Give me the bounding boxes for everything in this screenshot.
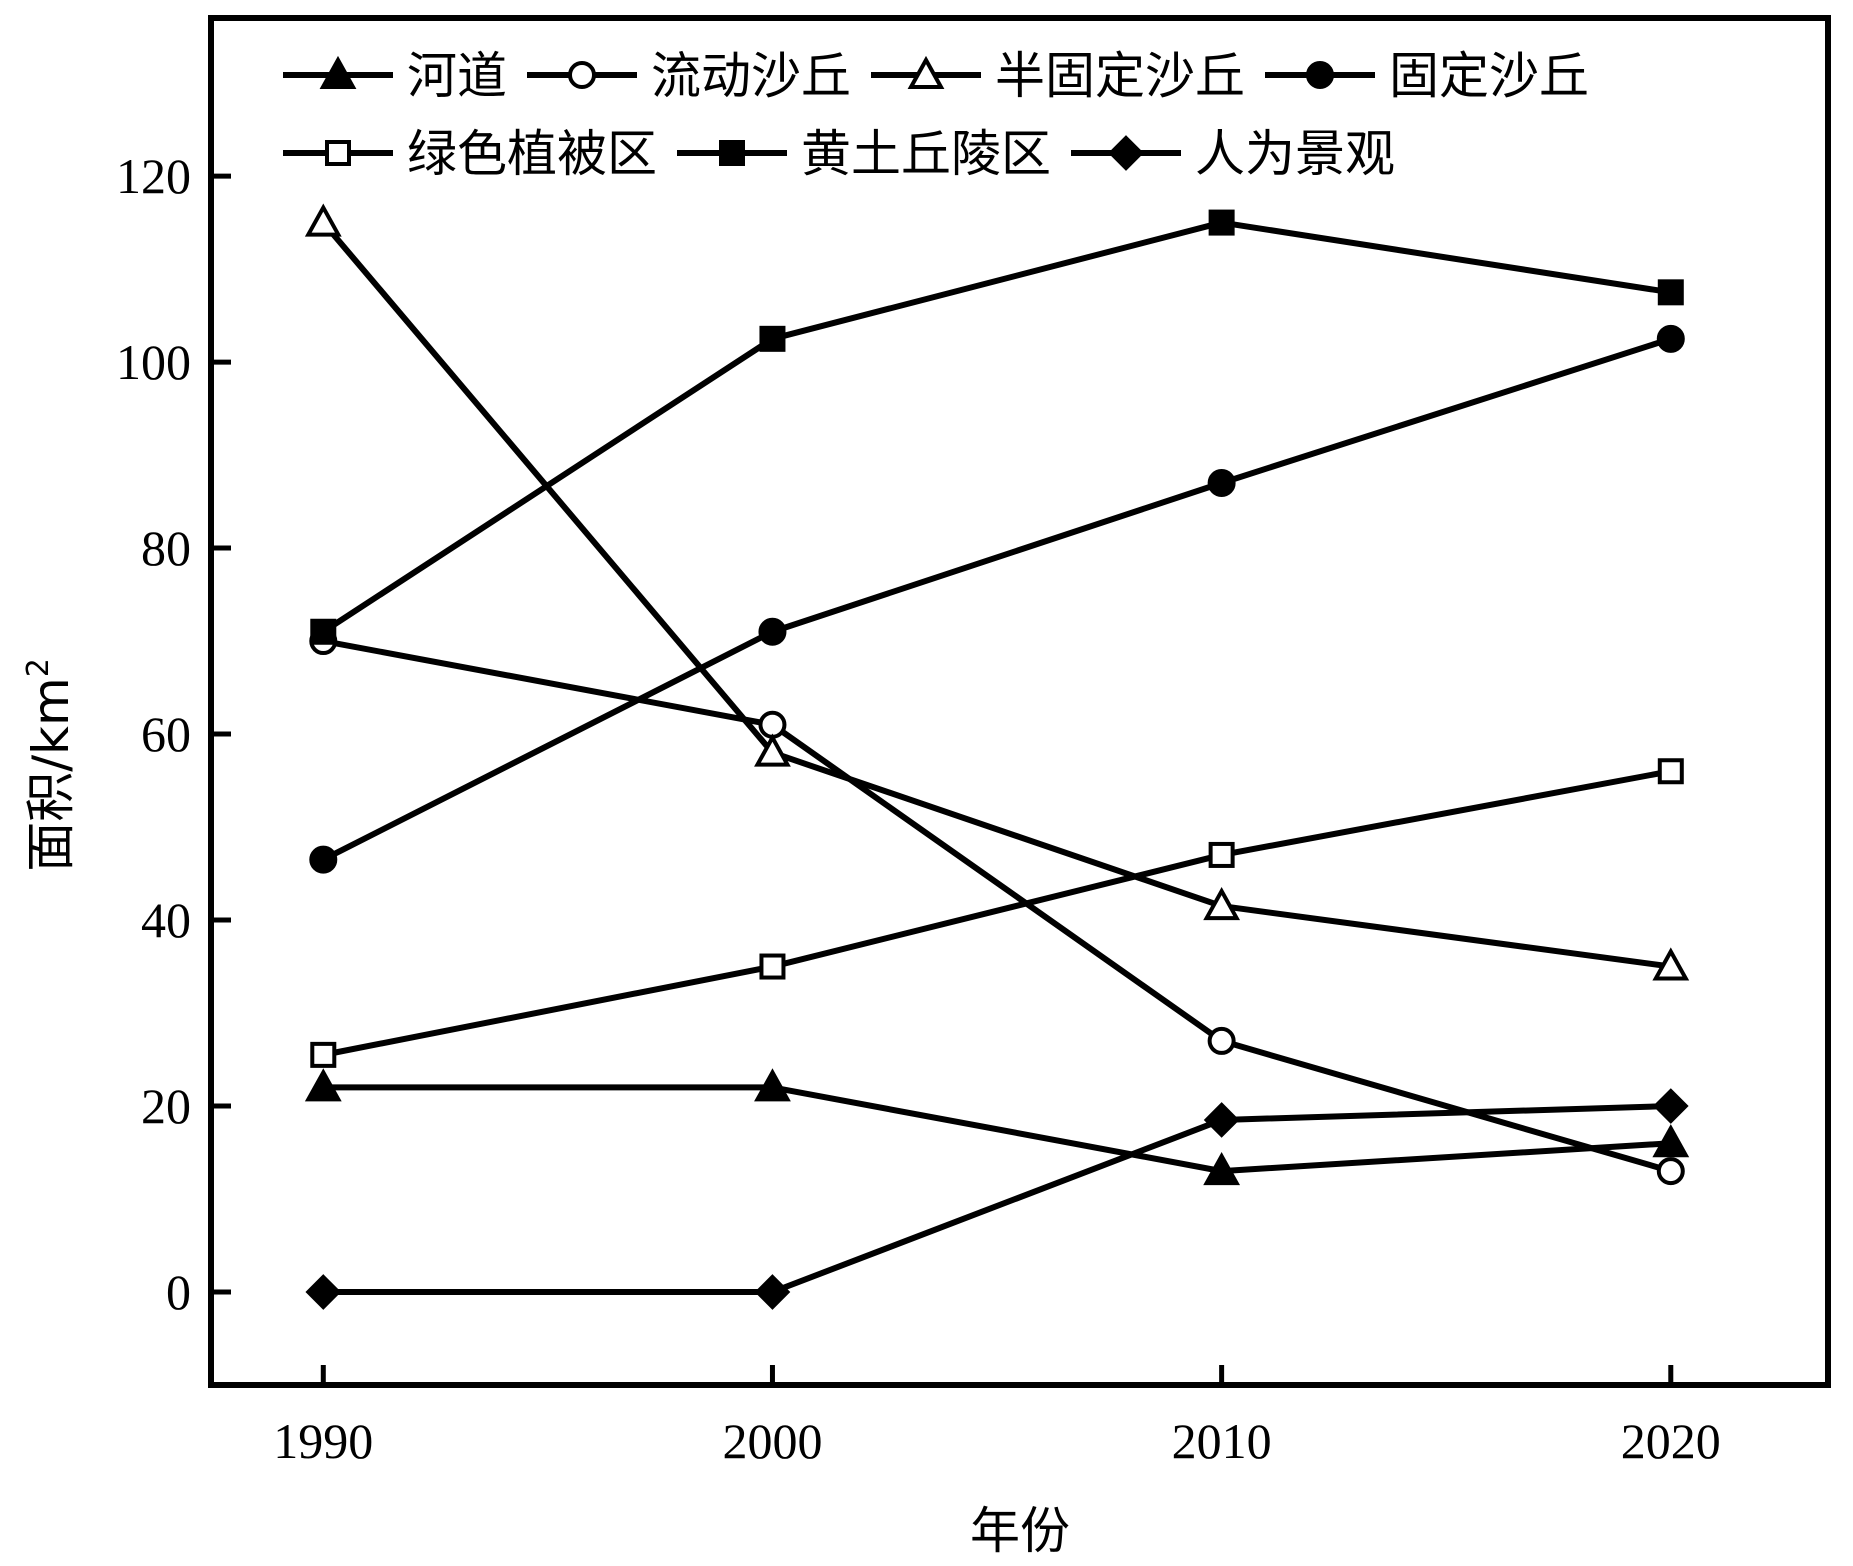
data-point-2020 [1652, 1088, 1689, 1124]
data-point-2000 [758, 710, 787, 739]
x-axis: 1990 2000 2010 2020 [273, 1365, 1721, 1469]
series-line [321, 335, 1672, 863]
data-point-2000 [758, 617, 787, 646]
data-point-2020 [1657, 279, 1684, 306]
series-4 [309, 324, 1685, 874]
series-2 [309, 627, 1685, 1186]
legend-marker [719, 140, 745, 166]
plot-frame [208, 15, 1831, 1388]
data-point-2010 [1203, 1102, 1240, 1138]
data-point-2010 [1203, 1151, 1241, 1186]
data-point-2000 [754, 733, 791, 767]
data-point-2020 [1657, 758, 1684, 785]
series-line [321, 220, 1672, 970]
legend-label: 绿色植被区 [407, 125, 657, 183]
legend-label: 河道 [407, 47, 507, 105]
legend-label: 固定沙丘 [1389, 47, 1589, 105]
legend-item: 固定沙丘 [1265, 47, 1589, 105]
x-axis-title: 年份 [970, 1502, 1070, 1560]
data-point-2020 [1656, 324, 1685, 353]
data-point-2010 [1208, 841, 1235, 868]
data-point-1990 [309, 845, 338, 874]
data-point-1990 [304, 1068, 342, 1102]
legend-item: 人为景观 [1071, 125, 1395, 183]
y-axis-title: 面积/km2 [21, 658, 80, 872]
series-line [323, 1084, 1671, 1175]
y-tick-label: 120 [116, 148, 191, 204]
data-point-2020 [1652, 947, 1690, 981]
legend-label: 流动沙丘 [651, 47, 851, 105]
legend-item: 河道 [283, 47, 507, 105]
legend-item: 半固定沙丘 [871, 47, 1245, 105]
y-tick-label: 20 [141, 1078, 191, 1134]
legend-label: 半固定沙丘 [995, 47, 1245, 105]
data-point-2020 [1652, 1124, 1690, 1158]
data-point-2010 [1207, 1026, 1236, 1055]
data-point-1990 [310, 618, 337, 645]
x-tick-label: 2010 [1172, 1413, 1272, 1469]
legend-marker [907, 55, 945, 89]
data-point-2000 [759, 325, 786, 352]
y-axis-title-superscript: 2 [21, 658, 56, 677]
data-point-2010 [1203, 886, 1241, 921]
legend-item: 流动沙丘 [527, 47, 851, 105]
legend-label: 黄土丘陵区 [801, 125, 1051, 183]
legend-marker [319, 55, 357, 89]
series-layer [304, 203, 1690, 1310]
series-7 [305, 1088, 1689, 1310]
legend-item: 黄土丘陵区 [677, 125, 1051, 183]
data-point-2000 [754, 1274, 791, 1310]
legend-item: 绿色植被区 [283, 125, 657, 183]
data-point-1990 [304, 203, 342, 237]
data-point-1990 [310, 1041, 337, 1068]
y-tick-label: 0 [166, 1264, 191, 1320]
y-tick-label: 80 [141, 520, 191, 576]
data-point-1990 [305, 1274, 342, 1310]
series-6 [310, 209, 1684, 645]
x-tick-label: 2000 [722, 1413, 822, 1469]
data-point-2000 [754, 1068, 791, 1102]
legend-marker [1108, 135, 1144, 171]
legend-marker [325, 140, 351, 166]
series-5 [310, 758, 1684, 1068]
data-point-2010 [1208, 209, 1235, 236]
data-point-2020 [1656, 1157, 1685, 1186]
data-point-2000 [759, 953, 786, 980]
y-axis-title-main: 面积/km [22, 677, 80, 872]
y-tick-label: 40 [141, 892, 191, 948]
series-line [321, 219, 1672, 635]
legend-marker [568, 61, 596, 89]
series-line [322, 638, 1672, 1174]
series-3 [304, 203, 1690, 981]
y-tick-label: 100 [116, 334, 191, 390]
y-tick-label: 60 [141, 706, 191, 762]
series-line [323, 1103, 1671, 1296]
data-point-2010 [1207, 468, 1236, 497]
x-tick-label: 1990 [273, 1413, 373, 1469]
legend-label: 人为景观 [1195, 125, 1395, 183]
series-1 [304, 1068, 1690, 1186]
y-axis: 0 20 40 60 80 100 120 [116, 148, 231, 1320]
x-tick-label: 2020 [1621, 1413, 1721, 1469]
series-line [322, 768, 1672, 1058]
legend-marker [1306, 61, 1334, 89]
